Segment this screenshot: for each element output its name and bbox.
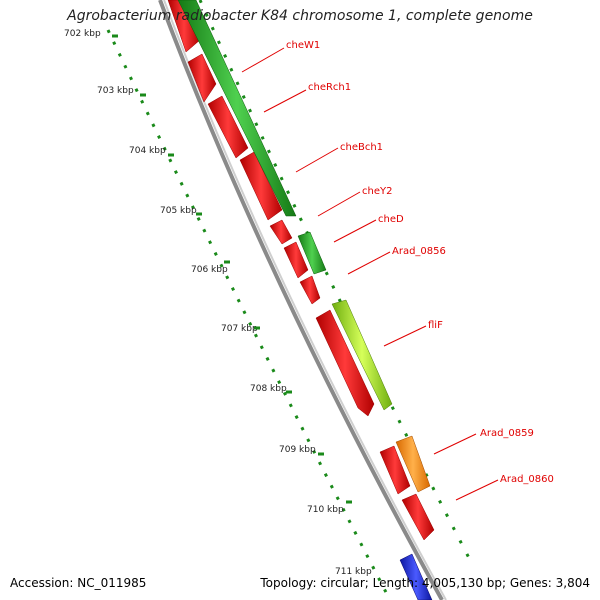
gene-label-arad-0859[interactable]: Arad_0859	[480, 428, 534, 439]
leader-line	[295, 147, 339, 173]
gene-label-arad-0856[interactable]: Arad_0856	[392, 246, 446, 257]
gene-label-cheW1[interactable]: cheW1	[286, 40, 320, 51]
cds-arad-0856[interactable]	[283, 241, 309, 279]
leader-line	[433, 433, 477, 455]
lime-feature-fliF[interactable]	[331, 299, 393, 411]
kbp-label: 710 kbp	[307, 505, 344, 515]
kbp-label: 708 kbp	[250, 384, 287, 394]
gene-label-cheBch1[interactable]: cheBch1	[340, 142, 383, 153]
cds-track-reverse	[167, 0, 435, 541]
kbp-label: 703 kbp	[97, 86, 134, 96]
leader-line	[455, 479, 499, 501]
green-feature-1[interactable]	[177, 0, 297, 217]
gene-label-cheRch1[interactable]: cheRch1	[308, 82, 351, 93]
gene-label-cheY2[interactable]: cheY2	[362, 186, 392, 197]
accession-text: Accession: NC_011985	[10, 576, 147, 590]
kbp-label: 702 kbp	[64, 29, 101, 39]
gene-labels: cheW1 cheRch1 cheBch1 cheY2 cheD Arad_08…	[286, 40, 554, 485]
leader-line	[383, 325, 427, 347]
cds-arad-0860[interactable]	[401, 493, 435, 541]
gene-leader-lines	[241, 47, 499, 501]
cds-cheRch1[interactable]	[187, 53, 217, 103]
cds-cheD[interactable]	[269, 219, 293, 245]
leader-line	[241, 47, 285, 73]
genome-summary-text: Topology: circular; Length: 4,005,130 bp…	[260, 576, 590, 590]
gene-label-fliF[interactable]: fliF	[428, 320, 443, 331]
kbp-label: 711 kbp	[335, 567, 372, 577]
kbp-ticks	[112, 34, 352, 504]
green-feature-2[interactable]	[297, 231, 327, 275]
cds-fliF[interactable]	[315, 309, 375, 417]
kbp-dotted-track	[106, 29, 392, 600]
kbp-label: 704 kbp	[129, 146, 166, 156]
gene-label-cheD[interactable]: cheD	[378, 214, 404, 225]
leader-line	[333, 219, 377, 243]
kbp-ruler	[106, 0, 472, 600]
leader-line	[317, 191, 361, 217]
cds-small[interactable]	[299, 275, 321, 305]
orange-feature[interactable]	[395, 435, 431, 493]
cds-cheY2[interactable]	[239, 151, 283, 221]
leader-line	[347, 251, 391, 275]
gene-label-arad-0860[interactable]: Arad_0860	[500, 474, 554, 485]
blue-feature[interactable]	[399, 553, 433, 600]
kbp-label: 707 kbp	[221, 324, 258, 334]
kbp-label: 705 kbp	[160, 206, 197, 216]
feature-track-forward	[177, 0, 433, 600]
cds-cheBch1[interactable]	[207, 95, 249, 159]
kbp-labels: 702 kbp 703 kbp 704 kbp 705 kbp 706 kbp …	[64, 29, 372, 577]
genome-title: Agrobacterium radiobacter K84 chromosome…	[67, 8, 533, 24]
kbp-label: 709 kbp	[279, 445, 316, 455]
kbp-label: 706 kbp	[191, 265, 228, 275]
cds-arad-0859[interactable]	[379, 445, 411, 495]
genome-backbone	[158, 0, 444, 600]
leader-line	[263, 89, 307, 113]
